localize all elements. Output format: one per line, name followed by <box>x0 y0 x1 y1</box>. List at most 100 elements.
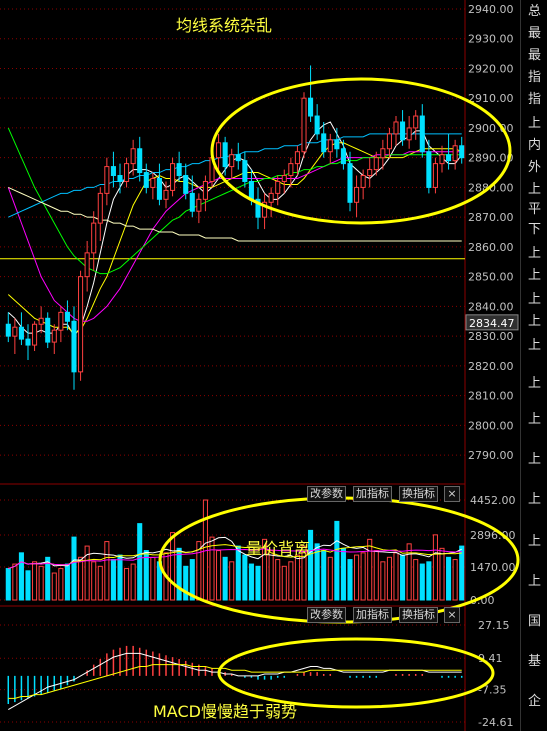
price-tick-label: 2870.00 <box>468 211 514 224</box>
macd-modify-params-button[interactable]: 改参数 <box>307 607 346 623</box>
volume-bar <box>137 523 143 601</box>
volume-ma-vma10 <box>8 544 462 570</box>
annotation-macd-weakening: MACD慢慢趋于弱势 <box>153 702 297 721</box>
quote-info-label: 基 <box>528 654 542 669</box>
volume-bar <box>452 559 458 601</box>
volume-bar <box>51 572 57 601</box>
quote-info-label: 上 <box>528 292 542 307</box>
candle-body <box>459 145 465 159</box>
macd-switch-indicator-button[interactable]: 换指标 <box>399 607 438 623</box>
candle-body <box>222 142 228 168</box>
volume-bar <box>64 563 70 601</box>
volume-bar <box>248 563 254 601</box>
candle-body <box>91 222 97 254</box>
candle-body <box>419 115 425 153</box>
candle-body <box>294 151 300 165</box>
candle-body <box>5 323 11 337</box>
macd-dif-line <box>8 652 462 711</box>
price-tick-label: 2850.00 <box>468 271 514 284</box>
annotation-price-volume-divergence: 量价背离 <box>246 539 311 558</box>
candle-body <box>64 311 70 322</box>
volume-bar <box>242 554 248 601</box>
ma-line-ma10 <box>7 142 462 334</box>
volume-bar <box>84 545 90 601</box>
volume-bar <box>367 538 373 601</box>
annotation-ma-messy: 均线系统杂乱 <box>176 16 273 35</box>
price-tick-label: 2840.00 <box>468 300 514 313</box>
volume-bar <box>124 568 130 601</box>
price-panel[interactable] <box>0 65 465 390</box>
price-tick-label: 2790.00 <box>468 449 514 462</box>
volume-bar <box>110 559 116 601</box>
volume-bar <box>5 568 11 601</box>
volume-bar <box>294 554 300 601</box>
volume-bar <box>439 547 445 601</box>
volume-bar <box>25 570 31 601</box>
candle-body <box>170 163 176 191</box>
volume-bar <box>334 520 340 601</box>
candle-body <box>327 139 333 153</box>
volume-bar <box>340 547 346 601</box>
volume-bar <box>406 543 412 601</box>
macd-dea-line <box>8 664 462 699</box>
candle-body <box>367 169 373 177</box>
grid-lines <box>0 0 466 731</box>
volume-bar <box>400 554 406 601</box>
y-axis-labels: 2940.00 2930.00 2920.00 2910.00 2900.00 2890.… <box>465 3 519 729</box>
candle-body <box>248 180 254 200</box>
macd-tick-label: 27.15 <box>478 619 510 632</box>
candle-body <box>196 198 202 212</box>
quote-info-label: 上 <box>528 534 542 549</box>
macd-close-icon[interactable]: × <box>444 607 460 623</box>
quote-info-strip <box>520 0 547 731</box>
volume-close-icon[interactable]: × <box>444 486 460 502</box>
volume-bar <box>58 568 64 601</box>
candle-body <box>340 148 346 165</box>
candle-body <box>78 276 84 373</box>
volume-bar <box>38 565 44 601</box>
candle-body <box>216 142 222 159</box>
quote-info-label: 国 <box>528 614 542 629</box>
volume-add-indicator-button[interactable]: 加指标 <box>353 486 392 502</box>
volume-switch-indicator-button[interactable]: 换指标 <box>399 486 438 502</box>
candle-body <box>12 326 18 337</box>
quote-info-label: 指 <box>528 70 542 85</box>
macd-add-indicator-button[interactable]: 加指标 <box>353 607 392 623</box>
volume-bar <box>275 559 281 601</box>
volume-bar <box>130 563 136 601</box>
candle-body <box>143 172 149 188</box>
volume-bar <box>104 541 110 601</box>
volume-bar <box>209 536 215 601</box>
candle-body <box>432 163 438 188</box>
candle-body <box>130 148 136 165</box>
candle-body <box>301 97 307 153</box>
volume-bar <box>281 565 287 601</box>
volume-panel[interactable] <box>5 499 465 601</box>
candle-body <box>446 154 452 162</box>
candle-body <box>18 326 24 340</box>
volume-bar <box>71 536 77 601</box>
candle-body <box>400 121 406 141</box>
candle-body <box>51 329 57 343</box>
candle-body <box>58 311 64 331</box>
candle-body <box>242 160 248 182</box>
candle-body <box>386 133 392 150</box>
volume-bar <box>222 556 228 601</box>
macd-panel[interactable] <box>7 645 463 711</box>
price-tick-label: 2890.00 <box>468 152 514 165</box>
candle-body <box>321 133 327 153</box>
candle-body <box>255 198 261 218</box>
ma-line-ma20 <box>7 151 462 322</box>
price-tick-label: 2920.00 <box>468 62 514 75</box>
volume-bar <box>413 559 419 601</box>
candle-body <box>25 338 31 346</box>
ma-line-ma5 <box>7 121 463 338</box>
macd-tick-label: -24.61 <box>478 716 513 729</box>
volume-modify-params-button[interactable]: 改参数 <box>307 486 346 502</box>
volume-bar <box>354 554 360 601</box>
quote-info-label: 指 <box>528 92 542 107</box>
volume-bar <box>12 563 18 601</box>
volume-bar <box>216 550 222 601</box>
volume-bar <box>347 559 353 601</box>
